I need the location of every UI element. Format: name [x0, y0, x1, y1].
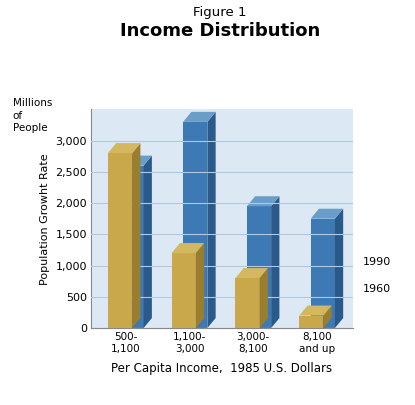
- Polygon shape: [260, 268, 268, 328]
- Polygon shape: [235, 268, 268, 278]
- X-axis label: Per Capita Income,  1985 U.S. Dollars: Per Capita Income, 1985 U.S. Dollars: [112, 362, 332, 375]
- Polygon shape: [183, 112, 216, 122]
- Polygon shape: [144, 156, 152, 328]
- Bar: [108, 153, 132, 328]
- Bar: [120, 166, 144, 328]
- Bar: [172, 253, 196, 328]
- Text: Income Distribution: Income Distribution: [120, 22, 320, 40]
- Text: Figure 1: Figure 1: [193, 6, 247, 19]
- Polygon shape: [172, 243, 204, 253]
- Polygon shape: [323, 305, 332, 328]
- Bar: [183, 122, 208, 328]
- Text: Millions
of
People: Millions of People: [13, 98, 52, 133]
- Text: 1960: 1960: [363, 284, 391, 294]
- Y-axis label: Population Growht Rate: Population Growht Rate: [40, 153, 50, 284]
- Polygon shape: [132, 143, 140, 328]
- Polygon shape: [108, 143, 140, 153]
- Polygon shape: [299, 305, 332, 315]
- Polygon shape: [196, 243, 204, 328]
- Bar: [235, 278, 260, 328]
- Polygon shape: [311, 209, 343, 219]
- Polygon shape: [271, 196, 279, 328]
- Polygon shape: [247, 196, 279, 206]
- Polygon shape: [208, 112, 216, 328]
- Bar: [299, 315, 323, 328]
- Polygon shape: [120, 156, 152, 166]
- Text: 1990: 1990: [363, 258, 391, 267]
- Bar: [311, 219, 335, 328]
- Polygon shape: [335, 209, 343, 328]
- Bar: [247, 206, 271, 328]
